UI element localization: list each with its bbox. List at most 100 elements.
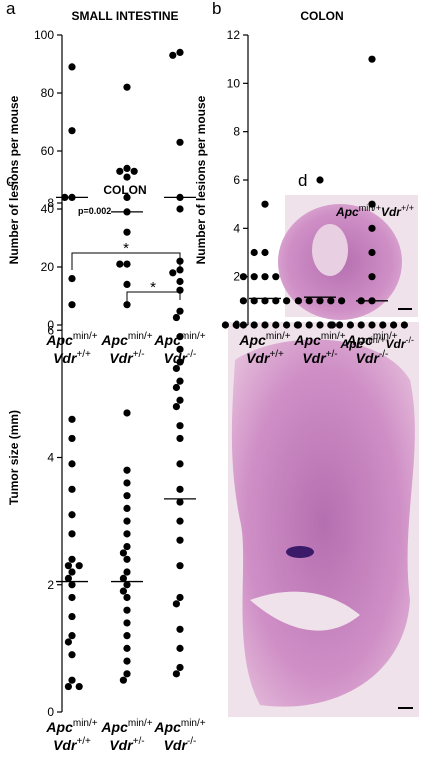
superscript: min/+ [373, 331, 398, 342]
genotype-label: Vdr-/- [164, 736, 197, 753]
data-point [68, 530, 76, 538]
data-point [250, 321, 258, 329]
genotype-label: Apcmin/+ [45, 718, 97, 735]
data-point [123, 280, 131, 288]
data-point [250, 248, 258, 257]
data-point [336, 321, 344, 329]
superscript: min/+ [181, 718, 206, 729]
gene: Apc [153, 719, 181, 735]
data-point [176, 517, 184, 525]
genotype-label: Apcmin/+ [153, 718, 205, 735]
genotype-label: Vdr+/+ [53, 349, 91, 366]
superscript: min/+ [363, 335, 385, 345]
tissue [231, 339, 415, 707]
data-point [123, 301, 131, 309]
p-value: p=0.002 [78, 206, 111, 216]
data-point [64, 562, 72, 570]
data-point [123, 644, 131, 652]
gene: Apc [293, 332, 321, 348]
data-point [316, 321, 324, 329]
panel-label: c [6, 171, 15, 190]
gene: Vdr [53, 350, 78, 366]
data-point [176, 266, 184, 274]
gene: Apc [153, 332, 181, 348]
data-point [400, 321, 408, 329]
y-tick-label: 0 [47, 705, 54, 719]
y-tick-label: 2 [233, 270, 240, 284]
genotype-label: Apcmin/+ [238, 331, 290, 348]
gene: Vdr [246, 350, 271, 366]
y-tick-label: 12 [227, 28, 241, 42]
data-point [261, 273, 269, 281]
data-point [119, 549, 127, 557]
data-point [357, 321, 365, 329]
data-point [68, 415, 76, 423]
data-point [68, 568, 76, 576]
superscript: +/- [133, 349, 145, 360]
chart-title: SMALL INTESTINE [71, 9, 178, 23]
data-point [123, 504, 131, 512]
superscript: +/+ [76, 736, 91, 747]
data-point [123, 555, 131, 563]
data-point [172, 670, 180, 678]
data-point [176, 536, 184, 544]
data-point [283, 321, 291, 329]
data-point [176, 257, 184, 265]
genotype-label: Vdr+/- [302, 349, 337, 366]
y-axis-label: Tumor size (mm) [7, 410, 21, 505]
data-point [68, 301, 76, 309]
superscript: min/+ [181, 331, 206, 342]
gene: Vdr [385, 337, 406, 351]
data-point [316, 176, 324, 184]
chart-title: COLON [300, 9, 343, 23]
gene: Vdr [164, 737, 189, 753]
data-point [368, 248, 376, 257]
data-point [239, 297, 247, 305]
data-point [172, 600, 180, 608]
gene: Vdr [356, 350, 381, 366]
data-point [390, 321, 398, 329]
data-point [261, 248, 269, 257]
data-point [123, 260, 131, 268]
data-point [176, 485, 184, 493]
genotype-label: Vdr-/- [356, 349, 389, 366]
gene: Vdr [109, 350, 134, 366]
data-point [123, 173, 131, 181]
panel-label: b [212, 0, 221, 18]
data-point [68, 555, 76, 563]
data-point [119, 587, 127, 595]
image-label: Apcmin/+Vdr+/+ [335, 203, 414, 219]
y-tick-label: 8 [233, 125, 240, 139]
data-point [123, 606, 131, 614]
data-point [68, 127, 76, 135]
data-point [368, 200, 376, 208]
data-point [119, 574, 127, 582]
data-point [176, 498, 184, 506]
data-point [283, 297, 291, 305]
panel-label: d [298, 171, 307, 190]
data-point [172, 403, 180, 411]
data-point [305, 321, 313, 329]
panel-label: a [6, 0, 16, 18]
data-point [176, 422, 184, 430]
superscript: min/+ [128, 331, 153, 342]
data-point [368, 224, 376, 232]
genotype-label: Apcmin/+ [293, 331, 345, 348]
gene: Vdr [302, 350, 327, 366]
data-point [176, 663, 184, 672]
data-point [338, 297, 346, 305]
y-tick-label: 80 [41, 86, 55, 100]
data-point [176, 277, 184, 286]
data-point [68, 485, 76, 493]
data-point [68, 676, 76, 684]
data-point [261, 200, 269, 208]
data-point [172, 383, 180, 392]
gene: Apc [340, 337, 364, 351]
data-point [176, 625, 184, 633]
genotype-label: Apcmin/+ [100, 331, 152, 348]
data-point [123, 517, 131, 525]
genotype-label: Apcmin/+ [100, 718, 152, 735]
gene: Apc [335, 205, 359, 219]
data-point [130, 167, 138, 175]
